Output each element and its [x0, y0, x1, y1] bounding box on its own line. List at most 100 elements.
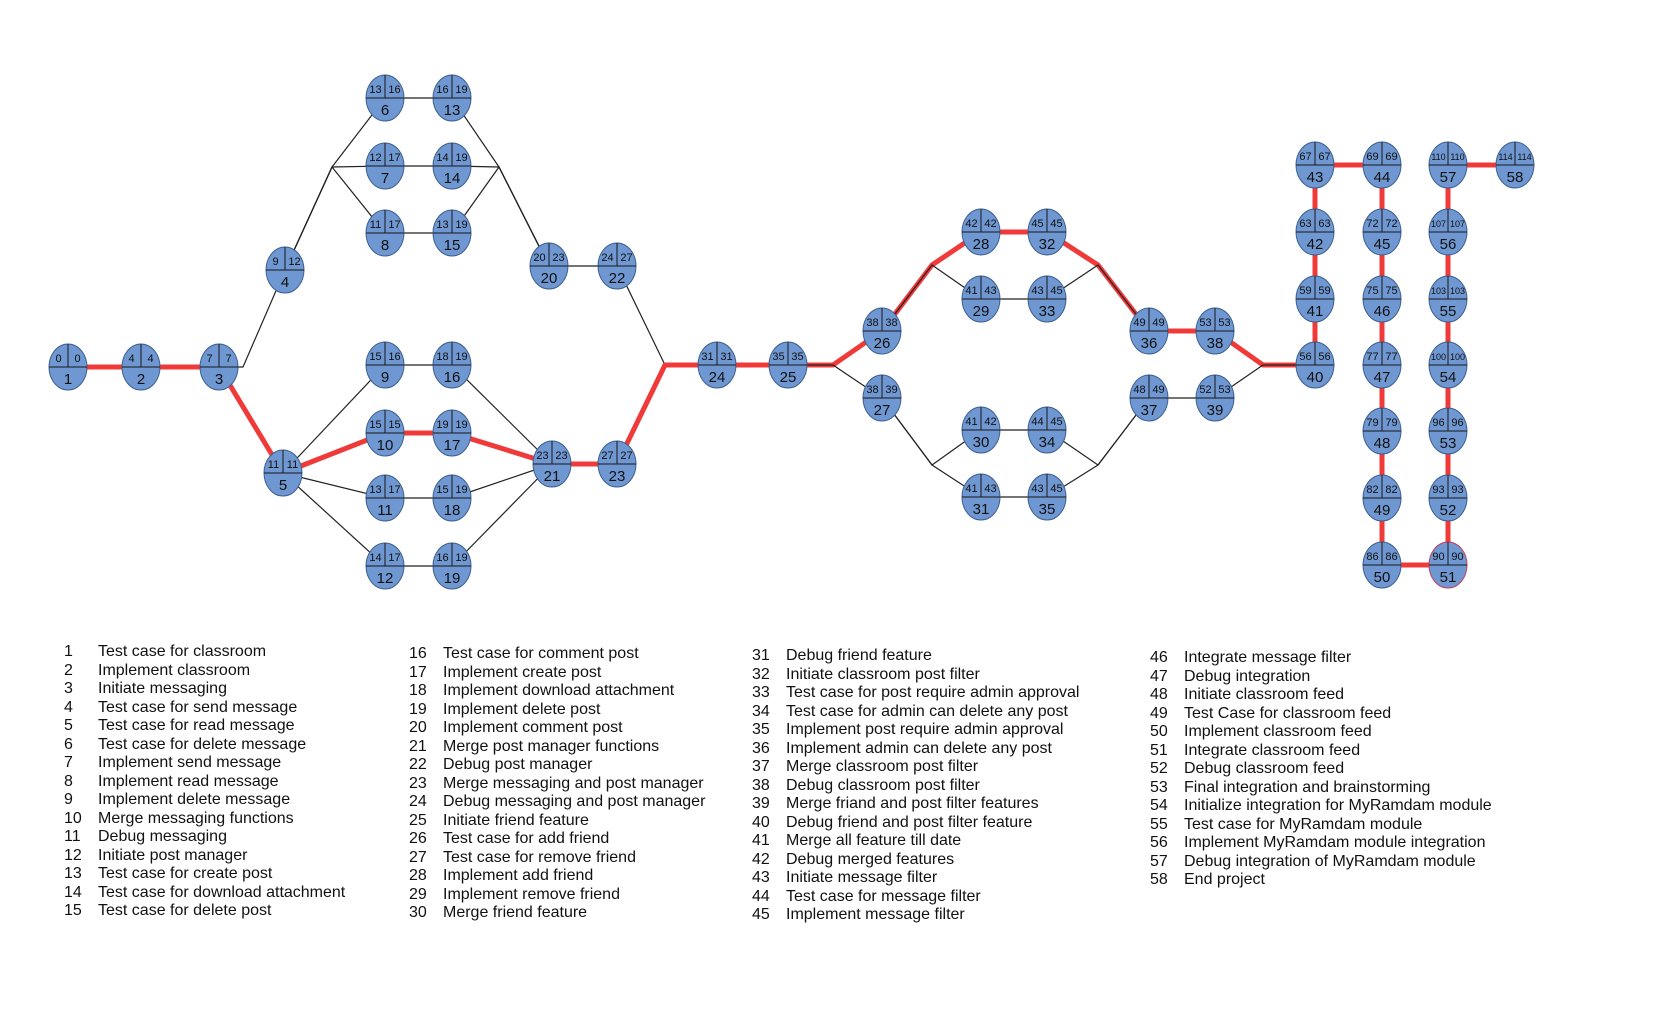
legend-item: 8 Implement read message [54, 773, 345, 792]
legend-number: 47 [1150, 667, 1168, 685]
legend-item: 15 Test case for delete post [54, 902, 345, 921]
node-latest-finish: 35 [791, 351, 803, 363]
legend-item: 56 Implement MyRamdam module integration [1140, 834, 1492, 853]
node-id: 56 [1440, 236, 1457, 253]
node-9: 15 16 9 [365, 341, 405, 389]
node-id: 14 [444, 170, 461, 187]
legend-item: 3 Initiate messaging [54, 680, 345, 699]
node-11: 13 17 11 [365, 474, 405, 522]
node-20: 20 23 20 [529, 242, 569, 290]
node-latest-finish: 19 [455, 484, 467, 496]
node-latest-finish: 56 [1318, 351, 1330, 363]
node-earliest-start: 16 [436, 84, 448, 96]
node-earliest-start: 38 [866, 384, 878, 396]
node-latest-finish: 42 [984, 218, 996, 230]
node-earliest-start: 20 [533, 252, 545, 264]
legend-item: 35 Implement post require admin approval [742, 721, 1079, 740]
legend-number: 50 [1150, 723, 1168, 740]
node-id: 17 [444, 437, 461, 454]
legend-item: 36 Implement admin can delete any post [742, 740, 1079, 759]
node-id: 54 [1440, 369, 1457, 386]
node-earliest-start: 100 [1431, 352, 1446, 362]
node-id: 58 [1507, 169, 1524, 186]
node-earliest-start: 41 [965, 483, 977, 495]
legend-text: Merge friand and post filter features [786, 795, 1039, 812]
legend-number: 11 [64, 828, 81, 845]
node-latest-finish: 103 [1450, 286, 1465, 296]
legend-item: 22 Debug post manager [399, 756, 705, 775]
node-id: 35 [1039, 501, 1056, 518]
node-latest-finish: 69 [1385, 151, 1397, 163]
node-earliest-start: 41 [965, 416, 977, 428]
node-id: 40 [1307, 369, 1324, 386]
node-earliest-start: 4 [128, 353, 134, 365]
legend-number: 28 [409, 867, 427, 884]
node-id: 46 [1374, 303, 1391, 320]
node-latest-finish: 77 [1385, 351, 1397, 363]
node-id: 21 [544, 468, 561, 485]
legend-text: Implement send message [98, 754, 282, 771]
legend-item: 39 Merge friand and post filter features [742, 795, 1079, 814]
node-latest-finish: 15 [388, 419, 400, 431]
legend-text: Debug integration of MyRamdam module [1184, 852, 1476, 870]
legend-text: Debug friend and post filter feature [786, 813, 1033, 831]
node-16: 18 19 16 [432, 341, 472, 389]
node-latest-finish: 19 [455, 552, 467, 564]
legend-number: 39 [752, 795, 770, 812]
legend-text: Test case for add friend [443, 830, 610, 847]
node-id: 45 [1374, 236, 1391, 253]
node-28: 42 42 28 [961, 208, 1001, 256]
legend-number: 21 [409, 737, 427, 755]
node-id: 49 [1374, 502, 1391, 519]
node-latest-finish: 49 [1152, 317, 1164, 329]
legend-text: Test case for post require admin approva… [786, 684, 1080, 701]
node-id: 41 [1307, 303, 1324, 320]
legend-number: 4 [64, 698, 73, 716]
legend-text: Integrate message filter [1184, 649, 1352, 666]
node-earliest-start: 86 [1366, 551, 1378, 563]
node-latest-finish: 107 [1450, 219, 1465, 229]
node-id: 42 [1307, 236, 1324, 253]
legend-text: Implement remove friend [443, 885, 620, 903]
node-id: 39 [1207, 402, 1224, 419]
node-id: 34 [1039, 434, 1056, 451]
node-24: 31 31 24 [697, 341, 737, 389]
node-id: 19 [444, 570, 461, 587]
legend-number: 37 [752, 758, 770, 775]
node-latest-finish: 43 [984, 285, 996, 297]
node-id: 44 [1374, 169, 1391, 186]
legend-number: 5 [64, 717, 73, 734]
node-latest-finish: 43 [984, 483, 996, 495]
node-id: 48 [1374, 435, 1391, 452]
legend-text: Initiate message filter [786, 869, 938, 886]
node-latest-finish: 27 [620, 450, 632, 462]
node-53: 96 96 53 [1428, 407, 1468, 455]
legend-text: Implement add friend [443, 867, 594, 884]
legend-text: Test case for download attachment [98, 883, 346, 901]
node-latest-finish: 53 [1218, 384, 1230, 396]
node-latest-finish: 63 [1318, 218, 1330, 230]
legend-number: 13 [64, 865, 82, 882]
node-earliest-start: 14 [436, 152, 448, 164]
legend-number: 36 [752, 739, 770, 757]
node-55: 103 103 55 [1428, 275, 1468, 323]
legend-number: 24 [409, 793, 427, 810]
node-id: 1 [64, 371, 72, 388]
node-earliest-start: 15 [369, 419, 381, 431]
legend-number: 22 [409, 756, 427, 773]
edge-5-9 [282, 364, 386, 474]
legend-item: 14 Test case for download attachment [54, 884, 345, 903]
node-id: 27 [874, 402, 891, 419]
legend-text: Implement post require admin approval [786, 721, 1064, 738]
node-latest-finish: 59 [1318, 285, 1330, 297]
node-earliest-start: 11 [370, 219, 381, 231]
legend-column-1: 1 Test case for classroom 2 Implement class… [54, 643, 345, 921]
legend-number: 40 [752, 813, 770, 831]
legend-number: 51 [1150, 741, 1168, 759]
node-latest-finish: 42 [984, 416, 996, 428]
node-earliest-start: 56 [1299, 351, 1311, 363]
legend-number: 3 [64, 680, 73, 697]
legend-text: Merge post manager functions [443, 737, 660, 755]
legend-number: 30 [409, 904, 427, 921]
